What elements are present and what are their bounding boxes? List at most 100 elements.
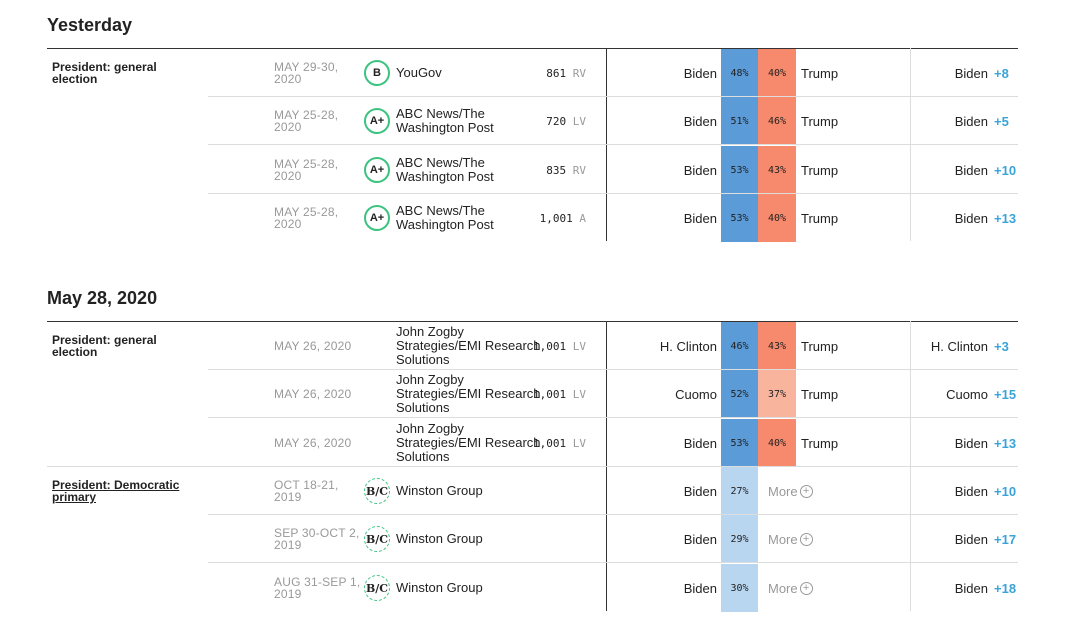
- net-margin: +13: [994, 436, 1017, 451]
- row-divider: [208, 562, 1018, 563]
- net-leader: Biden: [954, 66, 988, 81]
- pollster-name-line: Winston Group: [396, 483, 483, 498]
- more-candidates-button[interactable]: More +: [768, 532, 813, 547]
- pollster-name-line: John Zogby: [396, 372, 464, 387]
- sample-population: RV: [572, 164, 586, 177]
- poll-date-line: 2019: [274, 587, 302, 601]
- poll-row[interactable]: 48% 40% President: general election MAY 29-…: [47, 49, 1018, 97]
- poll-row[interactable]: 53% 43% MAY 25-28, 2020 A+ ABC News/The Washin…: [47, 146, 1018, 194]
- poll-row[interactable]: 27% President: Democratic primary OCT 18-2…: [47, 467, 1018, 515]
- pollster-name[interactable]: ABC News/The Washington Post: [396, 204, 556, 232]
- pollster-name-line: Solutions: [396, 352, 450, 367]
- pollster-name[interactable]: John Zogby Strategies/EMI Research Solutio…: [396, 422, 556, 464]
- sample-population: LV: [572, 115, 586, 128]
- net-margin: +10: [994, 484, 1017, 499]
- candidate2-name: Trump: [801, 114, 839, 129]
- pollster-grade-badge[interactable]: A+: [364, 157, 390, 183]
- poll-row[interactable]: 51% 46% MAY 25-28, 2020 A+ ABC News/The Washin…: [47, 97, 1018, 145]
- candidate1-name: Biden: [683, 581, 717, 596]
- sample-size: 720 LV: [530, 115, 586, 128]
- poll-section: May 28, 2020 46% 43% President: general ele…: [47, 0, 1018, 633]
- net-margin: +3: [994, 339, 1009, 354]
- row-divider: [47, 466, 1018, 467]
- pollster-name-line: Strategies/EMI Research: [396, 386, 541, 401]
- pollster-name-line: YouGov: [396, 65, 442, 80]
- candidate2-pct-bar: 37%: [758, 370, 796, 418]
- sample-size: 861 RV: [530, 67, 586, 80]
- sample-size: 1,001 LV: [530, 340, 586, 353]
- pollster-name[interactable]: Winston Group: [396, 484, 556, 498]
- candidate1-name: Biden: [683, 66, 717, 81]
- sample-count: 1,001: [533, 437, 567, 450]
- more-label: More: [768, 581, 798, 596]
- net-margin: +15: [994, 387, 1017, 402]
- candidate1-pct-bar: 52%: [721, 370, 758, 418]
- pollster-grade-badge[interactable]: B: [364, 60, 390, 86]
- sample-population: A: [579, 212, 586, 225]
- poll-date-line: 2020: [274, 217, 302, 231]
- poll-date-line: MAY 25-28,: [274, 205, 339, 219]
- net-leader: Biden: [954, 114, 988, 129]
- net-margin: +17: [994, 532, 1017, 547]
- pollster-name-line: Washington Post: [396, 169, 494, 184]
- pollster-name[interactable]: Winston Group: [396, 581, 556, 595]
- poll-date-line: MAY 26, 2020: [274, 387, 352, 401]
- poll-dates: MAY 25-28, 2020: [274, 206, 364, 230]
- pollster-name[interactable]: ABC News/The Washington Post: [396, 107, 556, 135]
- net-margin: +8: [994, 66, 1009, 81]
- poll-dates: MAY 26, 2020: [274, 437, 364, 449]
- pollster-grade-badge[interactable]: B/C: [364, 526, 390, 552]
- candidate1-pct-bar: 48%: [721, 49, 758, 97]
- net-margin: +18: [994, 581, 1017, 596]
- sample-population: RV: [572, 67, 586, 80]
- net-leader: Cuomo: [946, 387, 988, 402]
- poll-row[interactable]: 30% AUG 31-SEP 1, 2019 B/C Winston Group Bide…: [47, 564, 1018, 612]
- sample-population: LV: [572, 340, 586, 353]
- candidate1-pct-bar: 53%: [721, 146, 758, 194]
- poll-row[interactable]: 29% SEP 30-OCT 2, 2019 B/C Winston Group Bide…: [47, 515, 1018, 563]
- pollster-name[interactable]: Winston Group: [396, 532, 556, 546]
- more-label: More: [768, 532, 798, 547]
- candidate1-name: Biden: [683, 484, 717, 499]
- pollster-name[interactable]: John Zogby Strategies/EMI Research Solutio…: [396, 325, 556, 367]
- poll-date-line: AUG 31-SEP 1,: [274, 575, 361, 589]
- row-divider: [208, 369, 1018, 370]
- candidate1-name: Biden: [683, 532, 717, 547]
- row-divider: [208, 514, 1018, 515]
- pollster-name-line: ABC News/The: [396, 203, 485, 218]
- net-margin: +5: [994, 114, 1009, 129]
- sample-count: 835: [546, 164, 567, 177]
- poll-date-line: MAY 26, 2020: [274, 436, 352, 450]
- poll-date-line: MAY 25-28,: [274, 108, 339, 122]
- candidate2-pct-bar: 40%: [758, 49, 796, 97]
- pollster-name[interactable]: YouGov: [396, 66, 556, 80]
- sample-size: 1,001 LV: [530, 437, 586, 450]
- poll-date-line: MAY 29-30,: [274, 60, 339, 74]
- poll-row[interactable]: 52% 37% MAY 26, 2020 John Zogby Strategies/E…: [47, 370, 1018, 418]
- pollster-name[interactable]: John Zogby Strategies/EMI Research Solutio…: [396, 373, 556, 415]
- sample-population: LV: [572, 388, 586, 401]
- poll-row[interactable]: 53% 40% MAY 26, 2020 John Zogby Strategies/E…: [47, 419, 1018, 467]
- pollster-name-line: Winston Group: [396, 531, 483, 546]
- pollster-grade-badge[interactable]: A+: [364, 205, 390, 231]
- poll-row[interactable]: 53% 40% MAY 25-28, 2020 A+ ABC News/The Washin…: [47, 194, 1018, 242]
- pollster-grade-badge[interactable]: A+: [364, 108, 390, 134]
- pollster-grade-badge[interactable]: B/C: [364, 478, 390, 504]
- candidate1-pct-bar: 29%: [721, 515, 758, 563]
- more-candidates-button[interactable]: More +: [768, 581, 813, 596]
- race-label[interactable]: President: Democratic primary: [52, 478, 180, 504]
- more-candidates-button[interactable]: More +: [768, 484, 813, 499]
- pollster-name[interactable]: ABC News/The Washington Post: [396, 156, 556, 184]
- candidate2-pct-bar: 43%: [758, 322, 796, 370]
- sample-count: 861: [546, 67, 567, 80]
- section-date-heading: Yesterday: [47, 15, 133, 35]
- pollster-name-line: Solutions: [396, 449, 450, 464]
- candidate2-name: Trump: [801, 436, 839, 451]
- sample-count: 1,001: [539, 212, 573, 225]
- poll-section: Yesterday 48% 40% President: general electi…: [47, 0, 1018, 633]
- poll-date-line: OCT 18-21,: [274, 478, 339, 492]
- candidate2-pct-bar: 43%: [758, 146, 796, 194]
- plus-circle-icon: +: [799, 485, 813, 498]
- poll-row[interactable]: 46% 43% President: general election MAY 26,…: [47, 322, 1018, 370]
- pollster-grade-badge[interactable]: B/C: [364, 575, 390, 601]
